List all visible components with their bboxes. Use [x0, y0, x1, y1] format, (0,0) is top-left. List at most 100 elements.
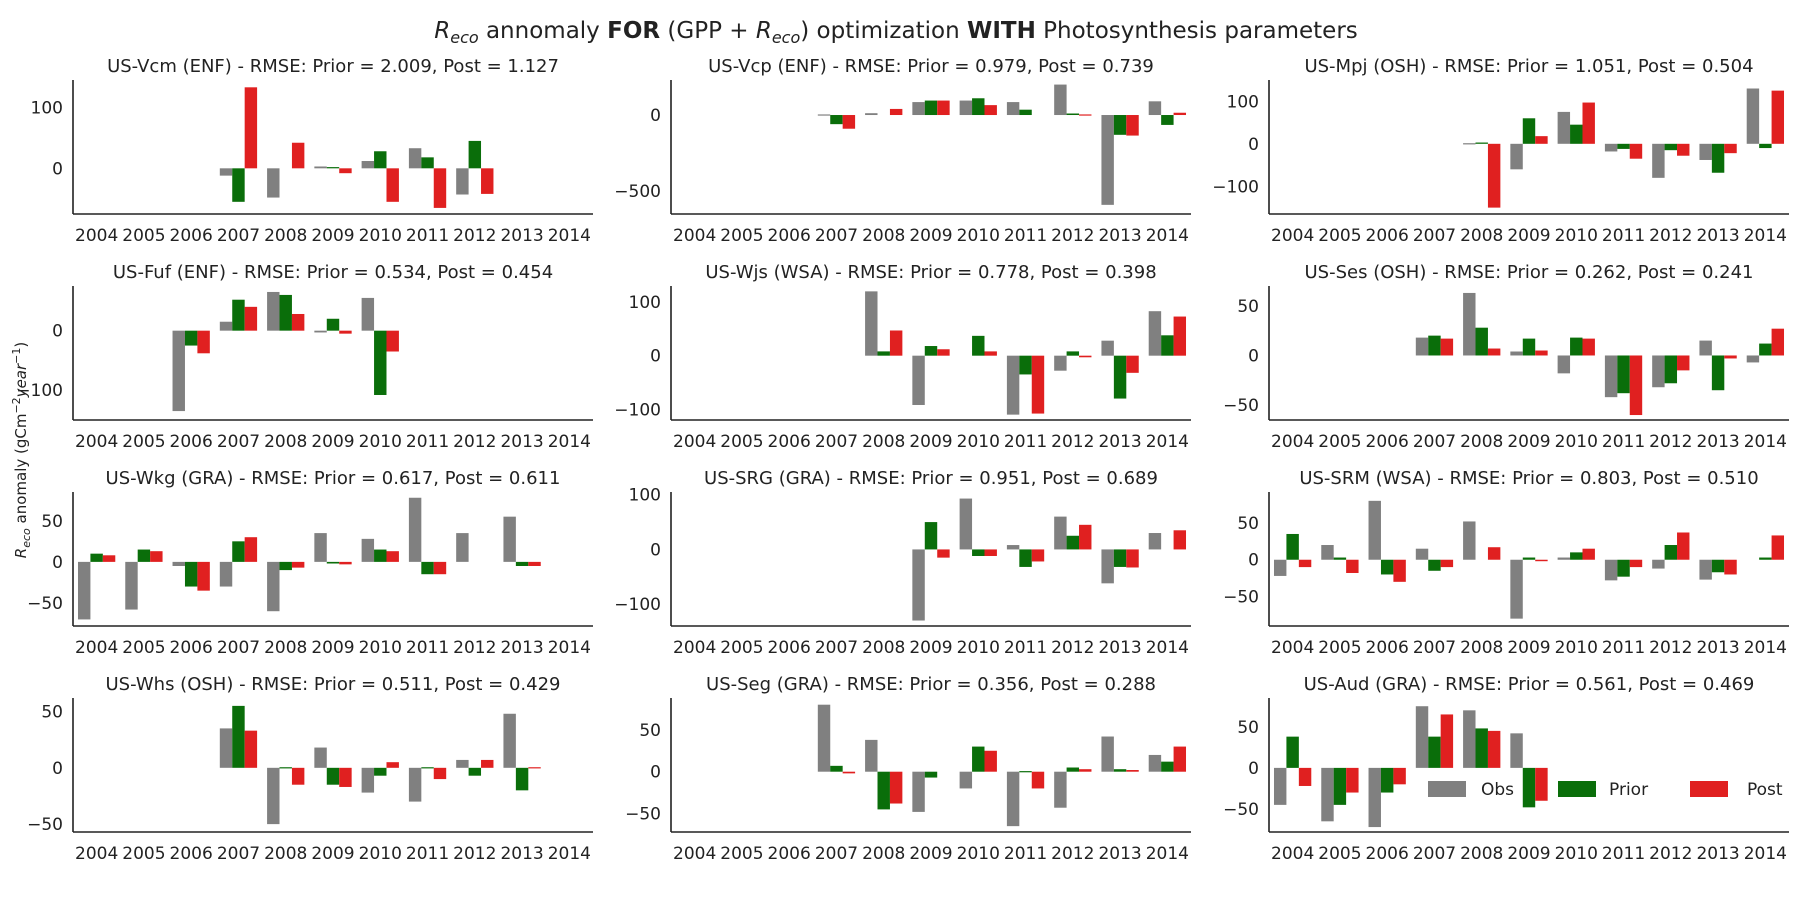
bar-prior-2014 [1759, 557, 1772, 560]
bar-prior-2010 [972, 549, 985, 556]
bar-obs-2007 [817, 114, 831, 116]
bar-prior-2014 [1759, 343, 1772, 356]
bar-obs-2011 [1604, 143, 1618, 152]
x-tick-label: 2004 [673, 844, 716, 864]
bar-obs-2010 [1557, 557, 1571, 560]
panel-title: US-Whs (OSH) - RMSE: Prior = 0.511, Post… [106, 674, 561, 695]
bar-prior-2008 [279, 767, 292, 769]
x-tick-label: 2008 [1460, 226, 1503, 246]
bar-obs-2012 [1652, 355, 1665, 388]
bar-prior-2009 [1522, 338, 1536, 356]
bar-post-2011 [433, 168, 447, 208]
bar-obs-2005 [1321, 545, 1334, 560]
x-tick-label: 2004 [75, 638, 118, 658]
bar-post-2013 [1126, 770, 1139, 772]
x-tick-label: 2009 [311, 226, 354, 246]
x-tick-label: 2005 [720, 844, 763, 864]
bar-post-2011 [1629, 355, 1643, 416]
bar-prior-2010 [374, 151, 387, 169]
x-tick-label: 2014 [548, 844, 591, 864]
x-tick-label: 2007 [815, 844, 858, 864]
x-tick-label: 2013 [1696, 844, 1739, 864]
bar-prior-2007 [830, 765, 843, 772]
bar-prior-2012 [1066, 767, 1080, 772]
x-tick-label: 2010 [359, 638, 402, 658]
x-tick-label: 2009 [909, 844, 952, 864]
y-tick-label: 50 [41, 703, 63, 723]
x-tick-label: 2014 [1146, 638, 1189, 658]
bar-post-2008 [889, 330, 903, 356]
x-tick-label: 2006 [170, 226, 213, 246]
bar-post-2005 [1346, 559, 1359, 573]
bar-obs-2012 [1054, 355, 1067, 371]
x-tick-label: 2010 [1555, 638, 1598, 658]
x-tick-label: 2013 [1696, 432, 1739, 452]
bar-post-2010 [386, 551, 399, 562]
y-tick-label: 100 [629, 486, 661, 506]
x-tick-label: 2011 [1004, 844, 1047, 864]
legend-swatch-prior [1558, 781, 1596, 797]
bar-post-2011 [433, 767, 447, 780]
bar-obs-2011 [408, 497, 422, 562]
bar-prior-2011 [421, 157, 434, 169]
y-tick-label: −50 [625, 805, 661, 825]
bar-prior-2005 [1333, 767, 1347, 805]
x-tick-label: 2007 [1413, 432, 1456, 452]
bar-post-2011 [1629, 559, 1643, 568]
x-tick-label: 2013 [500, 226, 543, 246]
bar-obs-2008 [267, 291, 280, 331]
y-tick-label: 0 [1248, 551, 1259, 571]
bar-obs-2014 [1746, 355, 1760, 363]
bar-post-2008 [889, 108, 903, 116]
bar-prior-2012 [468, 140, 482, 169]
bar-post-2008 [291, 561, 305, 568]
bar-prior-2011 [1019, 771, 1032, 773]
bar-prior-2012 [1664, 545, 1678, 560]
y-tick-label: −100 [614, 400, 661, 420]
bar-post-2007 [244, 537, 258, 562]
bar-obs-2010 [361, 297, 375, 331]
bar-prior-2011 [1617, 355, 1630, 394]
bar-post-2012 [481, 759, 494, 768]
bar-prior-2010 [1570, 552, 1583, 560]
panels: US-Vcm (ENF) - RMSE: Prior = 2.009, Post… [16, 56, 1789, 864]
bar-post-2012 [1079, 114, 1092, 116]
bar-obs-2014 [1148, 101, 1162, 116]
bar-post-2010 [386, 762, 399, 768]
x-tick-label: 2010 [957, 844, 1000, 864]
bar-obs-2014 [1148, 754, 1162, 772]
x-tick-label: 2012 [1051, 844, 1094, 864]
bar-post-2012 [1677, 355, 1690, 371]
bar-obs-2006 [172, 561, 185, 566]
y-tick-label: 50 [639, 721, 661, 741]
x-tick-label: 2009 [909, 226, 952, 246]
bar-obs-2010 [361, 161, 375, 169]
bar-obs-2012 [456, 168, 469, 195]
y-tick-label: 0 [650, 106, 661, 126]
panel-10: US-Whs (OSH) - RMSE: Prior = 0.511, Post… [27, 674, 593, 864]
bar-prior-2006 [184, 561, 198, 587]
bar-obs-2007 [219, 168, 233, 176]
x-tick-label: 2012 [1051, 226, 1094, 246]
panel-title: US-Aud (GRA) - RMSE: Prior = 0.561, Post… [1304, 674, 1755, 695]
panel-title: US-SRM (WSA) - RMSE: Prior = 0.803, Post… [1299, 468, 1758, 489]
x-tick-label: 2013 [500, 844, 543, 864]
x-tick-label: 2008 [264, 226, 307, 246]
bar-obs-2009 [912, 771, 925, 812]
x-tick-label: 2008 [862, 638, 905, 658]
x-tick-label: 2007 [217, 844, 260, 864]
y-tick-label: 100 [629, 293, 661, 313]
x-tick-label: 2004 [1271, 226, 1314, 246]
bar-prior-2013 [1711, 143, 1725, 173]
x-tick-label: 2010 [359, 844, 402, 864]
bar-obs-2009 [912, 102, 925, 116]
y-tick-label: 0 [1248, 759, 1259, 779]
bar-obs-2012 [456, 533, 469, 562]
bar-prior-2007 [232, 705, 245, 768]
y-tick-label: 100 [31, 98, 63, 118]
bar-prior-2014 [1161, 335, 1174, 356]
x-tick-label: 2004 [1271, 432, 1314, 452]
bar-obs-2010 [959, 771, 973, 789]
x-tick-label: 2005 [720, 638, 763, 658]
bar-prior-2008 [1475, 142, 1488, 144]
